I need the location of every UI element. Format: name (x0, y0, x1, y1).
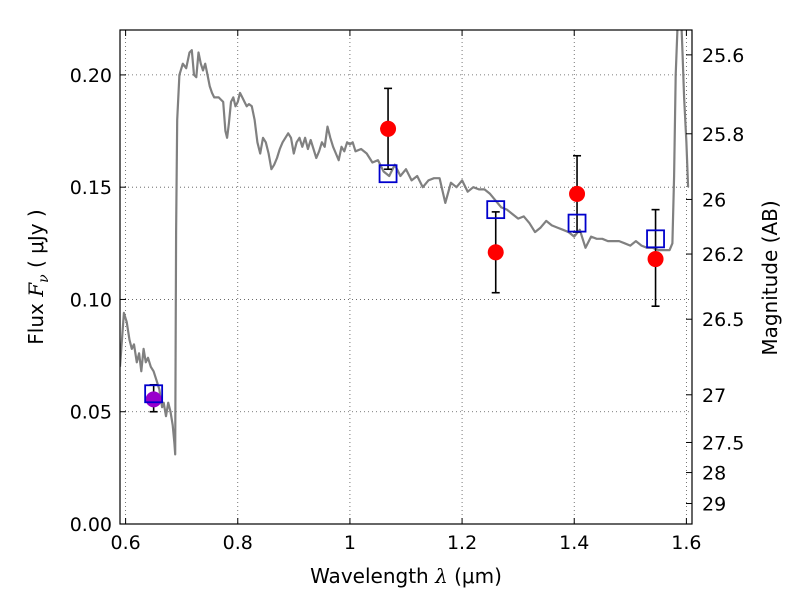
data-points (145, 120, 664, 408)
x-tick-label: 0.8 (223, 532, 253, 554)
y-axis-unit: ( μJy ) (24, 209, 48, 268)
observed-point (380, 120, 397, 137)
axis-ticks: 0.6 0.8 1 1.2 1.4 1.6 0.00 0.05 0.10 0.15 0.20 25.6… (70, 30, 744, 554)
plot-area (120, 30, 690, 456)
observed-point (647, 251, 664, 268)
y2-tick-label: 25.8 (702, 124, 744, 146)
model-photometry-squares (144, 164, 665, 404)
x-axis-title-text: Wavelength (310, 564, 429, 588)
y-axis-subscript: ν (36, 274, 52, 283)
y2-tick-label: 26.5 (702, 309, 744, 331)
x-axis-symbol: λ (434, 564, 448, 588)
model-photometry-square (567, 213, 587, 233)
y-tick-label: 0.20 (70, 65, 112, 87)
y-axis-title-text: Flux (24, 303, 48, 345)
y2-tick-label: 26 (702, 189, 726, 211)
y-tick-label: 0.00 (70, 514, 112, 536)
model-photometry-square (378, 164, 398, 184)
x-tick-label: 1.6 (671, 532, 701, 554)
x-tick-label: 0.6 (110, 532, 140, 554)
y2-tick-label: 26.2 (702, 244, 744, 266)
y-tick-label: 0.15 (70, 177, 112, 199)
y2-tick-label: 25.6 (702, 45, 744, 67)
y-axis-title: Flux Fν ( μJy ) (24, 209, 52, 344)
observed-point (487, 244, 504, 261)
y-axis-symbol: F (24, 282, 48, 298)
y-tick-label: 0.05 (70, 402, 112, 424)
x-tick-label: 1.4 (559, 532, 589, 554)
y2-tick-label: 29 (702, 494, 726, 516)
y2-axis-title: Magnitude (AB) (758, 200, 782, 355)
plot-frame (119, 29, 693, 525)
model-photometry-square (486, 200, 506, 220)
x-axis-unit: (μm) (454, 564, 502, 588)
y2-tick-label: 27 (702, 385, 726, 407)
model-photometry-square (144, 384, 164, 404)
y2-tick-label: 28 (702, 463, 726, 485)
x-axis-title: Wavelength λ (μm) (310, 564, 502, 588)
x-tick-label: 1 (344, 532, 356, 554)
y-tick-label: 0.10 (70, 289, 112, 311)
model-photometry-square (646, 229, 665, 249)
y2-tick-label: 27.5 (702, 432, 744, 454)
observed-optical-point (145, 391, 162, 408)
observed-point (569, 185, 586, 202)
x-tick-label: 1.2 (447, 532, 477, 554)
